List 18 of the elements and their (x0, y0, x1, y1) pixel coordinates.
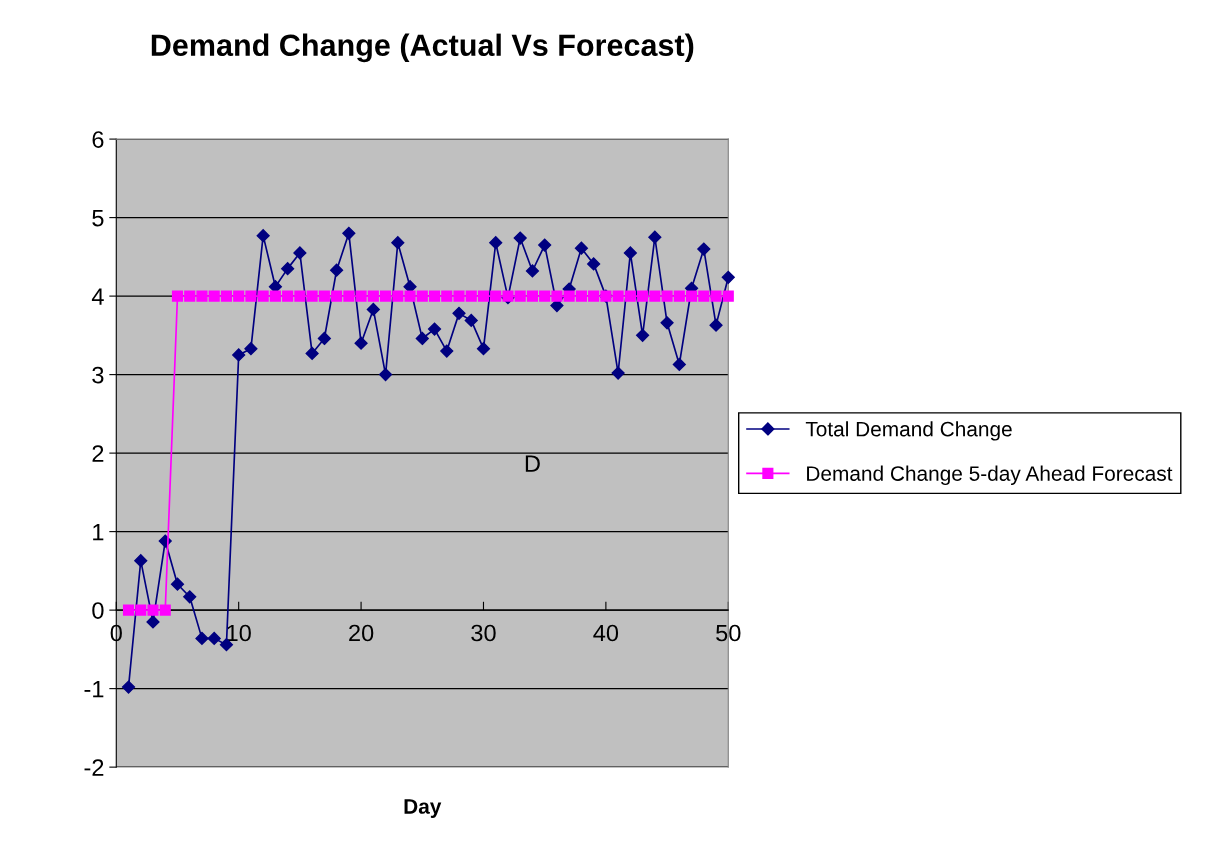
y-tick-label: 6 (92, 131, 104, 148)
x-tick-label: 40 (593, 624, 619, 642)
y-tick-label: 3 (92, 366, 104, 384)
y-tick-label: 2 (92, 445, 104, 462)
y-tick-label: 1 (93, 523, 104, 541)
y-tick-label: 0 (92, 602, 104, 619)
y-tick-label: -2 (84, 759, 104, 776)
y-tick-label: 4 (91, 288, 104, 305)
x-tick-label: 30 (471, 624, 496, 642)
y-tick-label: 5 (92, 209, 104, 227)
annotation: D (525, 455, 540, 472)
legend-label: Total Demand Change (805, 421, 1012, 441)
x-tick-label: 50 (716, 624, 741, 642)
y-tick-label: -1 (84, 680, 104, 698)
legend-label: Demand Change 5-day Ahead Forecast (807, 465, 1173, 486)
chart-title: Demand Change (Actual Vs Forecast) (151, 33, 694, 63)
x-tick-label: 20 (349, 624, 374, 642)
x-axis-title: Day (404, 799, 442, 818)
